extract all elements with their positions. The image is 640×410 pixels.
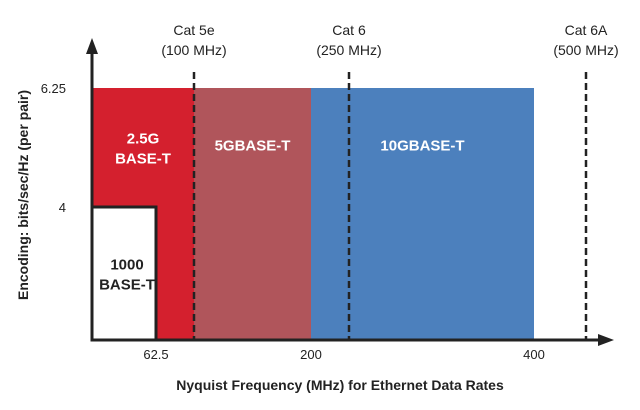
y-axis-label: Encoding: bits/sec/Hz (per pair): [15, 90, 31, 300]
region-label: 5GBASE-T: [215, 138, 291, 155]
x-tick-label: 62.5: [143, 347, 168, 362]
x-tick-label: 200: [300, 347, 322, 362]
y-axis-arrow: [86, 38, 98, 54]
region-label: BASE-T: [99, 277, 155, 294]
cable-frequency-label: (500 MHz): [553, 42, 618, 58]
x-axis-label: Nyquist Frequency (MHz) for Ethernet Dat…: [176, 377, 504, 393]
cable-category-label: Cat 6: [332, 22, 366, 38]
region-label: 2.5G: [127, 131, 160, 148]
cable-category-label: Cat 5e: [173, 22, 214, 38]
region-label: BASE-T: [115, 151, 171, 168]
x-tick-label: 400: [523, 347, 545, 362]
cable-frequency-label: (100 MHz): [161, 42, 226, 58]
region-label: 10GBASE-T: [380, 138, 464, 155]
y-tick-label: 4: [59, 200, 66, 215]
cable-frequency-label: (250 MHz): [316, 42, 381, 58]
region-label: 1000: [110, 257, 143, 274]
y-tick-label: 6.25: [41, 81, 66, 96]
cable-category-label: Cat 6A: [565, 22, 608, 38]
region-1000-base-t: [90, 205, 158, 342]
x-axis-arrow: [598, 334, 614, 346]
region-5gbase-t: [194, 88, 311, 340]
region-10gbase-t: [311, 88, 534, 340]
